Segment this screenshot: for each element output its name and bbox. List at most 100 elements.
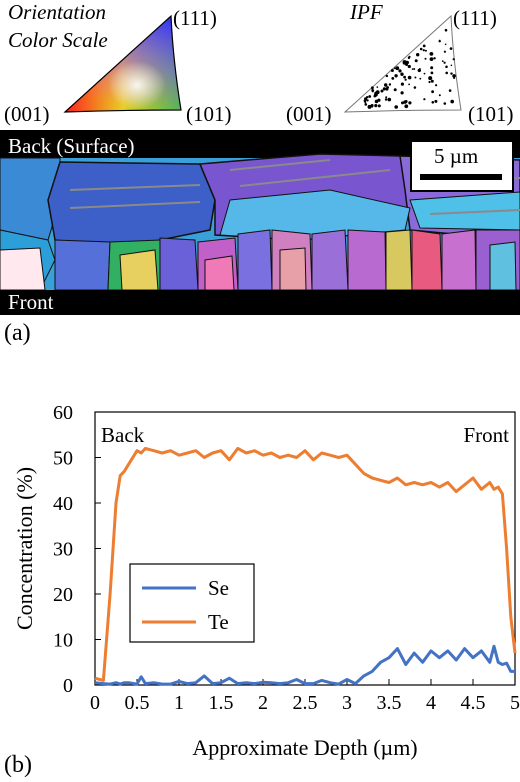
ipf-dot xyxy=(368,95,372,98)
legend-label-se: Se xyxy=(208,576,229,600)
ipf-dot xyxy=(431,101,435,104)
ipf-dot xyxy=(450,99,454,104)
ipf-dot xyxy=(394,105,398,109)
ipf-dot xyxy=(445,71,448,75)
ipf-dot xyxy=(404,104,409,109)
ipf-dot xyxy=(407,75,412,80)
map-front-label: Front xyxy=(8,290,54,314)
ipf-dot xyxy=(373,94,377,98)
y-tick-label: 40 xyxy=(53,493,73,515)
ipf-dot xyxy=(430,66,434,70)
ipf-dot xyxy=(374,99,379,104)
ipf-dot xyxy=(390,69,394,72)
ipf-dot xyxy=(428,80,431,84)
ipf-dot xyxy=(424,57,427,60)
ipf-triangle xyxy=(343,14,462,113)
y-tick-label: 0 xyxy=(63,675,73,697)
ipf-dot xyxy=(434,99,438,103)
ipf-dot xyxy=(386,86,389,89)
ipf-dot xyxy=(407,64,411,69)
ipf-dot xyxy=(444,43,447,46)
ipf-dot xyxy=(423,72,426,75)
legend-box xyxy=(129,563,255,643)
ipf-dot xyxy=(393,88,397,92)
ipf-dot xyxy=(374,104,378,108)
x-tick-label: 3 xyxy=(342,692,352,714)
ipf-dot xyxy=(419,47,423,51)
x-tick-label: 2 xyxy=(258,692,268,714)
ipf-dot xyxy=(450,72,453,75)
ipf-dot xyxy=(400,82,404,86)
ipf-dot xyxy=(393,67,396,70)
ipf-dot xyxy=(400,72,404,76)
ebsd-orientation-map: Back (Surface) Front 5 µm xyxy=(0,130,520,315)
ipf-dot xyxy=(430,79,434,83)
ipf-dot xyxy=(429,52,434,56)
ipf-dot xyxy=(384,83,388,87)
x-tick-label: 1.5 xyxy=(209,692,234,714)
series-line-te xyxy=(94,446,517,682)
ipf-dot xyxy=(435,84,438,87)
scale-bar xyxy=(420,174,502,180)
x-tick-label: 0.5 xyxy=(125,692,150,714)
ebsd-grain-map xyxy=(0,130,520,315)
ipf-dot xyxy=(398,69,402,73)
series-line-se xyxy=(94,644,515,686)
scale-bar-label: 5 µm xyxy=(434,144,479,168)
ipf-dot xyxy=(384,98,388,101)
ipf-dot xyxy=(405,63,408,66)
ipf-dot xyxy=(375,90,380,95)
ipf-dot xyxy=(367,104,372,109)
x-tick-label: 0 xyxy=(90,692,100,714)
ipf-dot xyxy=(413,68,416,70)
ipf-dot xyxy=(411,68,414,70)
y-axis-label: Concentration (%) xyxy=(12,467,37,630)
ipf-dot xyxy=(424,49,427,52)
ipf-dot xyxy=(403,100,407,104)
ipf-title: IPF xyxy=(350,0,383,24)
ipf-dot xyxy=(371,105,374,108)
ipf-dot xyxy=(395,66,400,71)
ipf-dot xyxy=(388,83,392,86)
ipf-dot xyxy=(443,102,447,105)
color-scale-corner-101: (101) xyxy=(186,102,232,126)
ipf-dot xyxy=(452,74,456,78)
ipf-dot xyxy=(448,89,452,92)
ipf-dot xyxy=(366,99,369,102)
ipf-dot xyxy=(443,50,446,53)
color-scale-title-line2: Color Scale xyxy=(8,28,108,52)
ipf-dot xyxy=(445,65,448,69)
ipf-dot xyxy=(431,90,434,94)
ipf-dot xyxy=(419,68,421,70)
scale-bar-box: 5 µm xyxy=(410,140,514,192)
panel-b-letter: (b) xyxy=(4,752,32,778)
ipf-dot xyxy=(450,64,453,67)
annotation-front: Front xyxy=(463,423,509,447)
ipf-dot xyxy=(402,60,407,65)
ipf-dot xyxy=(394,74,398,78)
ipf-dot xyxy=(423,98,426,101)
ipf-dot xyxy=(407,56,411,60)
ipf-dot xyxy=(449,47,453,50)
ipf-dot xyxy=(422,49,425,52)
ipf-dot xyxy=(384,87,386,90)
color-scale-corner-111: (111) xyxy=(173,6,217,30)
panel-a-letter: (a) xyxy=(4,320,31,346)
ipf-dot xyxy=(371,90,374,93)
ipf-corner-001: (001) xyxy=(286,102,332,126)
ipf-dot xyxy=(414,76,417,79)
color-scale-corner-001: (001) xyxy=(4,102,50,126)
ipf-dot xyxy=(452,58,455,61)
ipf-dot xyxy=(438,40,441,43)
ipf-dot xyxy=(422,44,426,48)
ipf-dot xyxy=(441,60,444,62)
ipf-dot xyxy=(380,89,384,93)
x-axis-label: Approximate Depth (µm) xyxy=(192,735,417,760)
y-tick-label: 10 xyxy=(53,630,73,652)
ipf-dot xyxy=(403,75,406,79)
ipf-dot xyxy=(404,78,407,81)
ipf-corner-101: (101) xyxy=(468,102,514,126)
ipf-dot xyxy=(391,77,395,80)
color-scale-title-line1: Orientation xyxy=(8,0,106,24)
